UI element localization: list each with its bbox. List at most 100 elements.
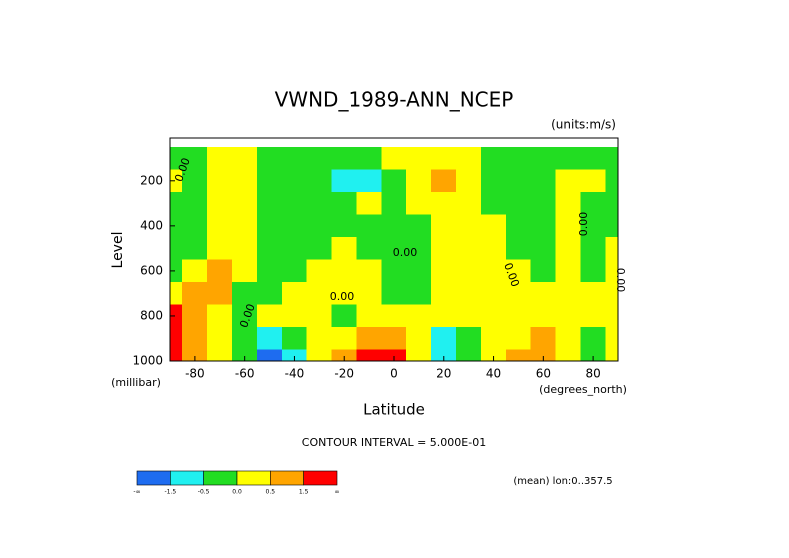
contour-cell <box>555 169 581 193</box>
contour-cell <box>356 304 382 328</box>
contour-cell <box>605 191 619 215</box>
contour-cell <box>480 259 507 283</box>
contour-cell <box>182 259 208 283</box>
colorbar-label: 0.0 <box>232 489 242 496</box>
footnote: (mean) lon:0..357.5 <box>513 476 612 487</box>
y-axis-unit: (millibar) <box>111 376 161 389</box>
contour-cell <box>480 214 507 238</box>
contour-cell <box>281 326 308 350</box>
contour-cell <box>381 191 407 215</box>
contour-cell <box>431 236 457 260</box>
contour-cell <box>356 169 382 193</box>
contour-cell <box>256 281 283 305</box>
contour-cell <box>281 214 308 238</box>
contour-cell <box>455 326 482 350</box>
x-tick-label: 80 <box>585 367 600 381</box>
contour-label: 0.00 <box>393 246 418 259</box>
contour-cell <box>281 236 308 260</box>
contour-cell <box>406 281 432 305</box>
x-axis-title: Latitude <box>363 401 425 419</box>
contour-cell <box>182 214 208 238</box>
y-tick-label: 400 <box>140 218 163 232</box>
contour-cell <box>231 326 258 350</box>
contour-cell <box>406 304 432 328</box>
contour-cell <box>605 214 619 238</box>
contour-cell <box>555 191 581 215</box>
contour-cell <box>207 236 233 260</box>
contour-cell <box>356 191 382 215</box>
x-tick-label: 40 <box>486 367 501 381</box>
contour-cell <box>406 146 432 170</box>
units-label: (units:m/s) <box>551 118 616 132</box>
contour-cell <box>605 169 619 193</box>
contour-cell <box>530 214 557 238</box>
contour-cell <box>207 146 233 170</box>
colorbar-box <box>136 470 171 486</box>
colorbar-box <box>170 470 204 486</box>
contour-interval: CONTOUR INTERVAL = 5.000E-01 <box>302 436 486 449</box>
contour-cell <box>580 191 606 215</box>
contour-cell <box>605 236 619 260</box>
contour-cell <box>406 214 432 238</box>
contour-cell <box>306 169 333 193</box>
contour-cell <box>182 281 208 305</box>
contour-cell <box>530 146 557 170</box>
contour-cell <box>555 326 581 350</box>
contour-cell <box>455 236 482 260</box>
contour-cell <box>505 191 532 215</box>
contour-cell <box>306 259 333 283</box>
contour-cell <box>406 349 432 362</box>
contour-cell <box>381 281 407 305</box>
contour-cell <box>580 169 606 193</box>
contour-cell <box>182 236 208 260</box>
contour-cell <box>281 259 308 283</box>
contour-cell <box>306 146 333 170</box>
contour-cell <box>331 259 357 283</box>
contour-cell <box>505 146 532 170</box>
contour-cell <box>431 326 457 350</box>
plot-cells <box>169 146 619 362</box>
contour-cell <box>356 281 382 305</box>
contour-cell <box>455 214 482 238</box>
contour-label: 0.00 <box>577 212 590 237</box>
contour-cell <box>207 169 233 193</box>
x-axis-unit: (degrees_north) <box>539 383 627 396</box>
y-axis-title: Level <box>110 232 126 269</box>
x-tick-label: -80 <box>185 367 205 381</box>
contour-cell <box>169 349 183 362</box>
contour-cell <box>331 326 357 350</box>
contour-cell <box>306 304 333 328</box>
contour-cell <box>580 304 606 328</box>
contour-cell <box>381 169 407 193</box>
contour-cell <box>231 259 258 283</box>
contour-cell <box>431 169 457 193</box>
chart-title: VWND_1989-ANN_NCEP <box>275 88 514 112</box>
contour-cell <box>207 304 233 328</box>
contour-cell <box>530 281 557 305</box>
contour-cell <box>480 146 507 170</box>
contour-cell <box>505 349 532 362</box>
contour-cell <box>306 326 333 350</box>
contour-cell <box>555 259 581 283</box>
y-tick-label: 200 <box>140 173 163 187</box>
contour-cell <box>530 236 557 260</box>
contour-cell <box>605 146 619 170</box>
contour-cell <box>480 326 507 350</box>
contour-cell <box>505 304 532 328</box>
colorbar-box <box>270 470 304 486</box>
contour-cell <box>381 214 407 238</box>
contour-cell <box>207 349 233 362</box>
contour-cell <box>530 304 557 328</box>
contour-cell <box>169 236 183 260</box>
contour-cell <box>530 191 557 215</box>
colorbar-label: -0.5 <box>198 489 210 496</box>
contour-cell <box>231 281 258 305</box>
contour-cell <box>182 326 208 350</box>
contour-cell <box>207 326 233 350</box>
contour-label: 0.00 <box>614 268 627 293</box>
contour-cell <box>480 281 507 305</box>
contour-cell <box>331 169 357 193</box>
contour-cell <box>455 349 482 362</box>
contour-label: 0.00 <box>330 290 355 303</box>
